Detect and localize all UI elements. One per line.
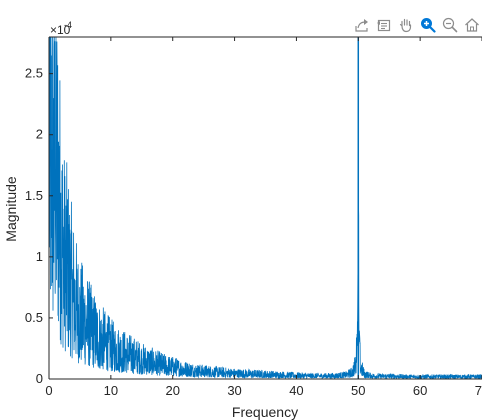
y-tick-label: 2 <box>36 127 43 142</box>
pan-hand-icon <box>399 18 411 33</box>
plot-area: 0 10 20 30 40 50 60 70 0 0.5 1 1.5 2 2.5 <box>25 36 482 398</box>
x-axis-label: Frequency <box>232 404 298 420</box>
axes-toolbar <box>352 14 481 36</box>
x-tick-label: 60 <box>413 383 427 398</box>
export-icon <box>354 19 368 32</box>
zoom-in-icon <box>420 18 436 33</box>
brush-button[interactable] <box>374 15 393 35</box>
y-tick-label: 0.5 <box>25 310 43 325</box>
home-button[interactable] <box>462 15 481 35</box>
x-tick-label: 30 <box>227 383 241 398</box>
zoom-in-button[interactable] <box>418 15 437 35</box>
zoom-out-icon <box>442 17 457 33</box>
x-tick-label: 20 <box>165 383 179 398</box>
pan-button[interactable] <box>396 15 415 35</box>
export-button[interactable] <box>352 15 371 35</box>
signal-trace <box>48 36 482 380</box>
y-exponent-label: ×10 <box>50 23 71 37</box>
y-tick-label: 0 <box>36 371 43 386</box>
zoom-out-button[interactable] <box>440 15 459 35</box>
brush-icon <box>376 19 390 32</box>
x-tick-label: 70 <box>475 383 482 398</box>
x-tick-label: 50 <box>351 383 365 398</box>
y-tick-label: 1.5 <box>25 188 43 203</box>
y-tick-label: 1 <box>36 249 43 264</box>
x-tick-label: 0 <box>45 383 52 398</box>
y-axis-label: Magnitude <box>3 176 19 242</box>
x-tick-label: 40 <box>289 383 303 398</box>
y-exponent-power: -4 <box>64 20 72 30</box>
y-tick-label: 2.5 <box>25 66 43 81</box>
x-tick-label: 10 <box>104 383 118 398</box>
home-icon <box>464 18 479 32</box>
